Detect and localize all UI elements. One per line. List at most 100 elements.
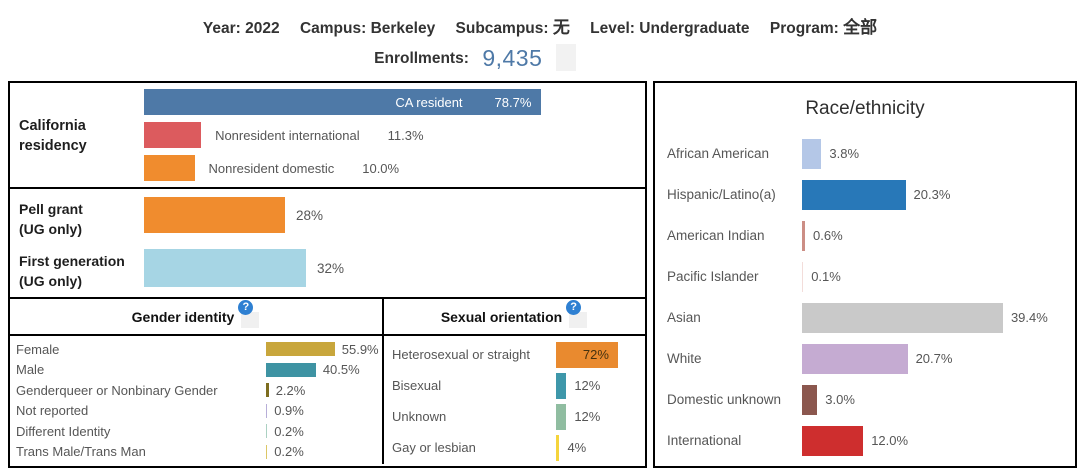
bar-pacific-islander[interactable] [802, 261, 804, 292]
gender-identity-chart: Female 55.9% Male 40.5% Genderqueer or N… [10, 336, 382, 464]
bar-heterosexual[interactable]: 72% [556, 341, 618, 368]
bar-trans-male[interactable] [266, 444, 268, 459]
section-gender-sexuality: Gender identity ? Female 55.9% Male 40.5… [10, 299, 645, 464]
residency-chart: CA resident 78.7% Nonresident internatio… [144, 89, 542, 188]
enrollments-label: Enrollments: [374, 50, 469, 67]
sexual-orientation-cell: Sexual orientation ? Heterosexual or str… [384, 299, 645, 464]
sexual-orientation-header: Sexual orientation ? [384, 299, 645, 336]
bar-row: Bisexual 12% [384, 370, 645, 401]
help-icon[interactable]: ? [238, 299, 254, 315]
section-california-residency: California residency CA resident 78.7% N… [10, 83, 645, 189]
bar-nonresident-international[interactable] [144, 122, 202, 148]
category-label: Nonresident international [215, 127, 360, 143]
bar-pell-grant[interactable] [144, 197, 286, 233]
bar-row: International 12.0% [655, 420, 1075, 461]
bar-unknown[interactable] [556, 403, 567, 430]
value-label: 78.7% [494, 94, 532, 110]
filter-program: Program: 全部 [769, 18, 878, 37]
value-label: 0.2% [274, 444, 304, 460]
bar-row: Pacific Islander 0.1% [655, 256, 1075, 297]
help-icon[interactable]: ? [566, 299, 582, 315]
bar-asian[interactable] [802, 302, 1003, 333]
value-label: 11.3% [387, 127, 424, 143]
value-label: 0.2% [274, 423, 304, 439]
category-label: Gay or lesbian [392, 440, 476, 455]
bar-male[interactable] [266, 362, 316, 377]
value-label: 3.0% [825, 392, 855, 407]
value-label: 0.1% [811, 269, 841, 284]
filter-level: Level: Undergraduate [590, 20, 750, 37]
value-label: 3.8% [829, 146, 860, 161]
legend-placeholder-box [555, 44, 576, 71]
category-label: Domestic unknown [667, 392, 782, 407]
bar-first-generation[interactable] [144, 249, 306, 287]
category-label: Genderqueer or Nonbinary Gender [16, 382, 218, 398]
bar-row: Asian 39.4% [655, 297, 1075, 338]
category-label: American Indian [667, 228, 765, 243]
gender-identity-header: Gender identity ? [10, 299, 382, 336]
section-pell-firstgen: Pell grant (UG only) 28% First generatio… [10, 189, 645, 299]
help-wrap: ? [566, 299, 588, 328]
category-label: Different Identity [16, 423, 111, 439]
bar-white[interactable] [802, 343, 908, 374]
enrollments-header: Enrollments: 9,435 [0, 44, 950, 72]
bar-row: Unknown 12% [384, 401, 645, 432]
bar-row: CA resident 78.7% [144, 89, 542, 115]
bar-row: American Indian 0.6% [655, 215, 1075, 256]
bar-gay-lesbian[interactable] [556, 434, 560, 461]
gender-identity-cell: Gender identity ? Female 55.9% Male 40.5… [10, 299, 384, 464]
bar-row: Heterosexual or straight 72% [384, 339, 645, 370]
category-label: Pacific Islander [667, 269, 759, 284]
bar-row: Genderqueer or Nonbinary Gender 2.2% [10, 380, 382, 401]
section-label: Pell grant (UG only) [19, 201, 83, 237]
bar-row: Gay or lesbian 4% [384, 432, 645, 463]
bar-ca-resident[interactable]: CA resident 78.7% [144, 89, 542, 115]
bar-female[interactable] [266, 342, 335, 357]
category-label: Not reported [16, 403, 89, 419]
value-label: 0.6% [813, 228, 843, 243]
category-label: Heterosexual or straight [392, 347, 531, 362]
race-ethnicity-title: Race/ethnicity [805, 98, 925, 119]
bar-american-indian[interactable] [802, 220, 806, 251]
value-label: 32% [317, 261, 345, 276]
sexual-orientation-chart: Heterosexual or straight 72% Bisexual 12… [384, 336, 645, 464]
cell-title: Sexual orientation [440, 308, 563, 325]
section-label: First generation (UG only) [19, 253, 125, 289]
value-label: 39.4% [1010, 310, 1048, 325]
section-label: California residency [19, 118, 87, 155]
bar-different-identity[interactable] [266, 424, 268, 439]
category-label: Trans Male/Trans Man [16, 444, 146, 460]
value-label: 10.0% [362, 160, 400, 176]
bar-african-american[interactable] [802, 138, 822, 169]
bar-bisexual[interactable] [556, 372, 567, 399]
bar-row: Hispanic/Latino(a) 20.3% [655, 174, 1075, 215]
legend-placeholder-box [241, 311, 260, 328]
category-label: Asian [667, 310, 701, 325]
bar-genderqueer[interactable] [266, 383, 269, 398]
bar-not-reported[interactable] [266, 403, 268, 418]
category-label: African American [667, 146, 770, 161]
value-label: 20.7% [915, 351, 953, 366]
race-ethnicity-chart: African American 3.8% Hispanic/Latino(a)… [655, 133, 1075, 461]
value-label: 4% [567, 440, 587, 455]
category-label: Female [16, 341, 60, 357]
category-label: Nonresident domestic [208, 160, 335, 176]
bar-international[interactable] [802, 425, 864, 456]
bar-row: Different Identity 0.2% [10, 421, 382, 442]
filter-summary-bar: Year: 2022 Campus: Berkeley Subcampus: 无… [0, 13, 1080, 38]
bar-row: Domestic unknown 3.0% [655, 379, 1075, 420]
legend-placeholder-box [569, 311, 588, 328]
category-label: White [667, 351, 702, 366]
bar-hispanic-latino[interactable] [802, 179, 906, 210]
category-label: Unknown [392, 409, 447, 424]
race-ethnicity-panel: Race/ethnicity African American 3.8% His… [653, 81, 1077, 468]
bar-row: Male 40.5% [10, 360, 382, 381]
filter-year: Year: 2022 [202, 20, 280, 37]
cell-title: Gender identity [131, 308, 235, 325]
bar-row: White 20.7% [655, 338, 1075, 379]
bar-domestic-unknown[interactable] [802, 384, 818, 415]
bar-nonresident-domestic[interactable] [144, 155, 195, 181]
bar-row: Female 55.9% [10, 339, 382, 360]
value-label: 28% [296, 208, 324, 223]
value-label: 55.9% [341, 341, 379, 357]
